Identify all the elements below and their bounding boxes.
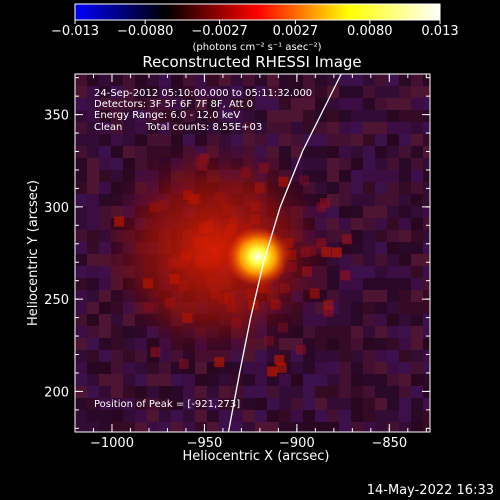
colorbar-tick-label: 0.0027 <box>273 24 319 39</box>
y-tick-label: 200 <box>44 385 69 400</box>
solar-limb-line <box>227 74 342 432</box>
render-timestamp: 14-May-2022 16:33 <box>367 483 494 498</box>
colorbar <box>74 3 441 21</box>
y-axis-label: Heliocentric Y (arcsec) <box>26 180 41 326</box>
colorbar-tick-label: −0.013 <box>51 24 99 39</box>
x-tick-label: −950 <box>187 436 223 451</box>
y-tick-label: 350 <box>44 109 69 124</box>
annotation-peak-position: Position of Peak = [-921,273] <box>94 399 240 410</box>
plot-frame <box>74 73 431 433</box>
heatmap-image <box>75 74 430 432</box>
annotation-detectors: Detectors: 3F 5F 6F 7F 8F, Att 0 <box>94 99 253 110</box>
x-tick-label: −1000 <box>90 436 134 451</box>
y-tick-label: 250 <box>44 293 69 308</box>
colorbar-tick-label: 0.013 <box>421 24 458 39</box>
colorbar-tick-label: 0.0080 <box>347 24 393 39</box>
peak-emission <box>226 226 291 287</box>
annotation-method: Clean <box>94 122 122 133</box>
diffuse-emission <box>95 135 335 365</box>
axis-ticks: −1000 −950 −900 −850 200 250 300 350 <box>44 74 430 451</box>
colorbar-tick-label: −0.0027 <box>191 24 247 39</box>
annotation-counts: Total counts: 8.55E+03 <box>145 122 262 133</box>
x-tick-label: −850 <box>371 436 407 451</box>
colorbar-tick-label: −0.0080 <box>117 24 173 39</box>
y-tick-label: 300 <box>44 201 69 216</box>
x-tick-label: −900 <box>279 436 315 451</box>
colorbar-unit-label: (photons cm⁻² s⁻¹ asec⁻²) <box>192 42 321 53</box>
annotation-time: 24-Sep-2012 05:10:00.000 to 05:11:32.000 <box>94 88 312 99</box>
colorbar-ticks: −0.013 −0.0080 −0.0027 0.0027 0.0080 0.013 <box>51 20 459 39</box>
annotation-energy: Energy Range: 6.0 - 12.0 keV <box>94 110 240 121</box>
x-axis-label: Heliocentric X (arcsec) <box>183 449 330 464</box>
chart-title: Reconstructed RHESSI Image <box>142 53 361 71</box>
